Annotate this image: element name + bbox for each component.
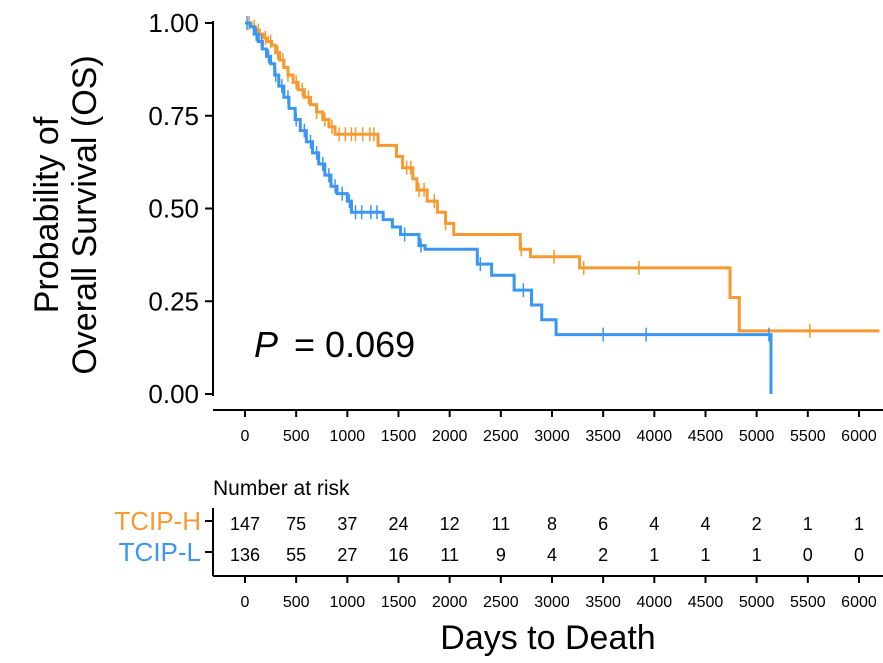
risk-table-x-tick-label: 4000 [637,594,673,611]
at-risk-count: 2 [752,514,762,534]
at-risk-count: 136 [230,545,260,565]
p-value-text: = 0.069 [294,324,415,365]
x-tick-label: 0 [241,428,250,445]
risk-table-x-tick-label: 6000 [841,594,877,611]
at-risk-count: 16 [388,545,408,565]
risk-table-x-tick-label: 0 [241,594,250,611]
risk-table-x-tick-label: 2500 [483,594,519,611]
risk-table-x-tick-label: 1500 [381,594,417,611]
risk-table-x-tick-label: 5000 [739,594,775,611]
at-risk-count: 1 [649,545,659,565]
at-risk-count: 4 [700,514,710,534]
risk-group-label-tcip-l: TCIP-L [119,537,201,567]
x-tick-label: 3500 [585,428,621,445]
p-value-annotation: P = 0.069 [254,324,415,365]
at-risk-count: 6 [598,514,608,534]
y-tick-label: 0.25 [148,286,199,316]
x-tick-label: 3000 [534,428,570,445]
at-risk-count: 4 [547,545,557,565]
x-tick-label: 5000 [739,428,775,445]
x-tick-label: 500 [283,428,310,445]
y-tick-label: 0.50 [148,194,199,224]
at-risk-count: 1 [700,545,710,565]
x-axis-title: Days to Death [440,619,655,657]
at-risk-count: 24 [388,514,408,534]
at-risk-count: 147 [230,514,260,534]
at-risk-count: 1 [752,545,762,565]
risk-table-x-tick-label: 3500 [585,594,621,611]
at-risk-count: 0 [854,545,864,565]
y-axis-title-line-1: Probability of [28,116,66,313]
at-risk-count: 1 [854,514,864,534]
y-tick-label: 1.00 [148,8,199,38]
x-tick-label: 5500 [790,428,826,445]
at-risk-count: 11 [440,545,459,565]
risk-table-x-tick-label: 2000 [432,594,468,611]
risk-table-x-tick-label: 5500 [790,594,826,611]
x-tick-label: 1500 [381,428,417,445]
x-tick-label: 6000 [841,428,877,445]
at-risk-count: 27 [337,545,357,565]
risk-table-title: Number at risk [213,477,350,500]
y-tick-label: 0.00 [148,379,199,409]
at-risk-count: 1 [803,514,813,534]
at-risk-count: 12 [440,514,460,534]
x-axis: 0 500 1000 1500 2000 2500 3000 3500 4000 4500 5000… [213,410,883,445]
x-tick-label: 4000 [637,428,673,445]
at-risk-count: 0 [803,545,813,565]
at-risk-count: 75 [286,514,306,534]
risk-table-x-tick-label: 3000 [534,594,570,611]
at-risk-count: 8 [547,514,557,534]
at-risk-count: 11 [491,514,510,534]
survival-curve-tcip-h [245,23,879,331]
x-tick-label: 1000 [330,428,366,445]
y-axis: 0.00 0.25 0.50 0.75 1.00 [148,8,213,409]
x-tick-label: 2000 [432,428,468,445]
risk-group-label-tcip-h: TCIP-H [114,506,201,536]
at-risk-count: 55 [286,545,306,565]
risk-table-x-tick-label: 500 [283,594,310,611]
x-tick-label: 2500 [483,428,519,445]
x-tick-label: 4500 [688,428,724,445]
y-axis-title-line-2: Overall Survival (OS) [66,55,104,374]
p-value-symbol: P [254,324,278,365]
at-risk-count: 37 [337,514,357,534]
at-risk-count: 9 [496,545,506,565]
risk-table-x-tick-label: 1000 [330,594,366,611]
risk-table-x-tick-label: 4500 [688,594,724,611]
at-risk-count: 4 [649,514,659,534]
at-risk-count: 2 [598,545,608,565]
y-tick-label: 0.75 [148,101,199,131]
